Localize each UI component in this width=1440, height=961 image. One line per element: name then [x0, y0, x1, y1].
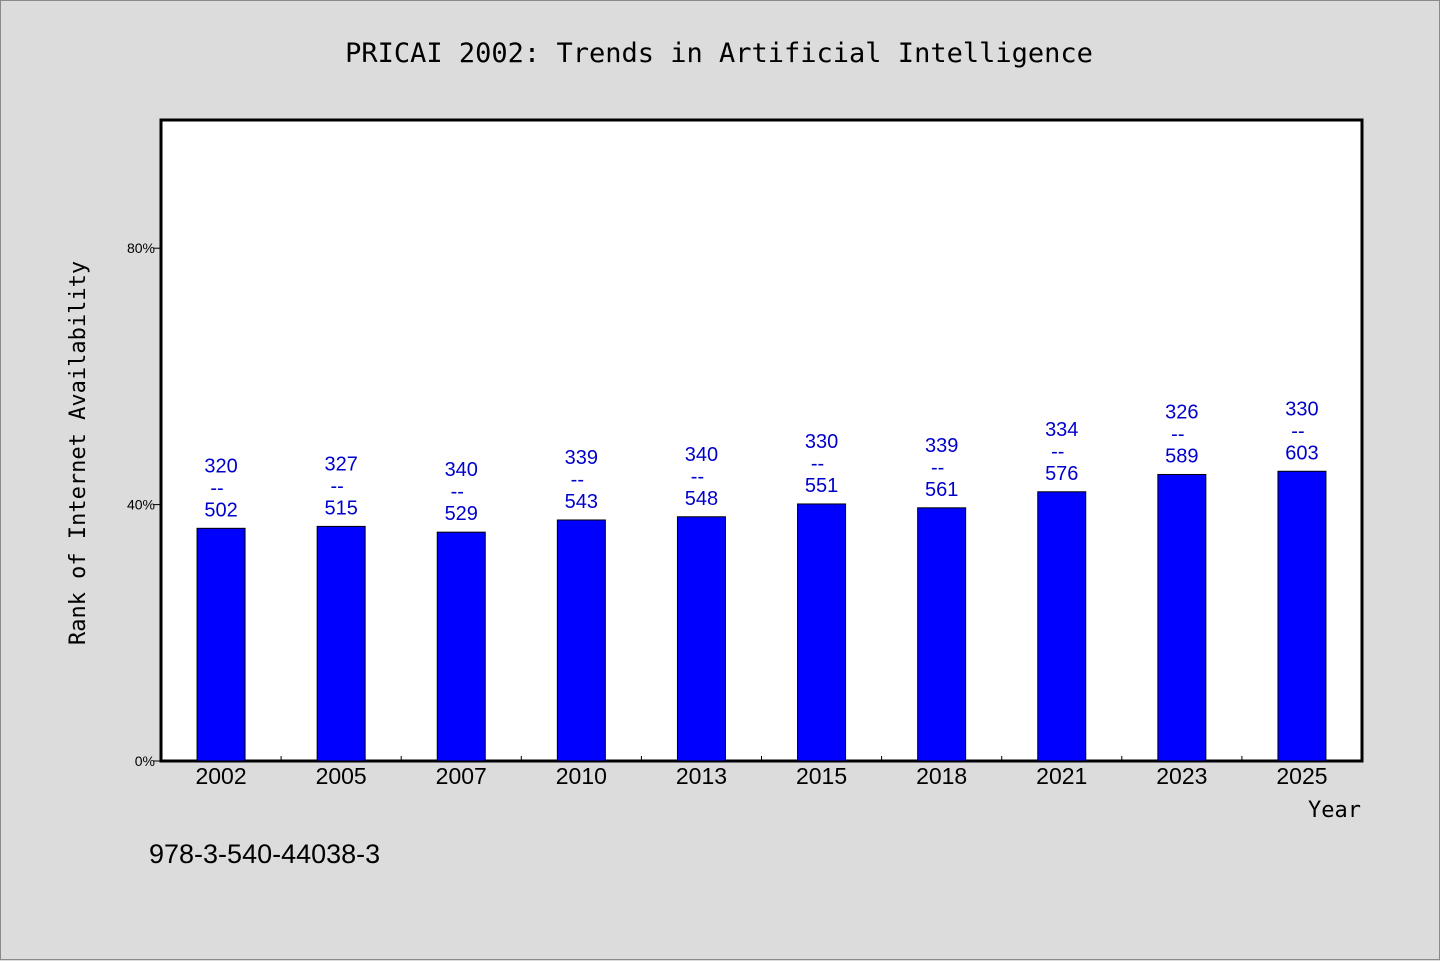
- y-tick-label: 80%: [127, 240, 155, 256]
- data-label-separator: --: [811, 453, 824, 475]
- data-label-top: 339: [565, 447, 598, 469]
- data-label-top: 330: [1285, 398, 1318, 420]
- x-tick-label: 2018: [916, 763, 967, 789]
- x-tick-label: 2010: [556, 763, 607, 789]
- x-axis: 2002 2005 2007 2010 2013 2015 2018 2021 2023 2025: [195, 756, 1328, 789]
- data-labels-group: 502--320515--327529--340543--339548--340…: [204, 398, 1318, 525]
- data-label-separator: --: [691, 466, 704, 488]
- data-label-top: 320: [204, 455, 237, 477]
- data-label-bottom: 529: [445, 503, 478, 525]
- data-label-bottom: 589: [1165, 445, 1198, 467]
- data-label-bottom: 515: [324, 497, 357, 519]
- data-label-bottom: 502: [204, 499, 237, 521]
- data-label-separator: --: [330, 475, 343, 497]
- data-label-bottom: 551: [805, 475, 838, 497]
- data-label-bottom: 576: [1045, 463, 1078, 485]
- y-tick-label: 40%: [127, 497, 155, 513]
- x-tick-label: 2013: [676, 763, 727, 789]
- data-label-bottom: 603: [1285, 442, 1318, 464]
- data-label-bottom: 548: [685, 488, 718, 510]
- bar: [797, 503, 847, 762]
- x-tick-label: 2007: [436, 763, 487, 789]
- y-axis: 0% 40% 80%: [127, 240, 161, 769]
- bar: [1157, 473, 1207, 762]
- data-label-separator: --: [571, 469, 584, 491]
- bar: [316, 525, 366, 762]
- bar: [556, 519, 606, 762]
- bar: [676, 516, 726, 762]
- data-label-top: 339: [925, 435, 958, 457]
- data-label-top: 340: [445, 459, 478, 481]
- x-axis-title: Year: [1308, 798, 1361, 823]
- data-label-separator: --: [1291, 420, 1304, 442]
- data-label-separator: --: [1171, 423, 1184, 445]
- data-label-separator: --: [931, 457, 944, 479]
- data-label-top: 334: [1045, 419, 1078, 441]
- x-tick-label: 2002: [195, 763, 246, 789]
- bars-group: [196, 470, 1327, 762]
- data-label-bottom: 543: [565, 491, 598, 513]
- x-tick-label: 2025: [1276, 763, 1327, 789]
- data-label-separator: --: [1051, 441, 1064, 463]
- bar: [917, 507, 967, 762]
- bar: [196, 527, 246, 762]
- footnote-isbn: 978-3-540-44038-3: [149, 839, 380, 869]
- data-label-bottom: 561: [925, 479, 958, 501]
- chart-title: PRICAI 2002: Trends in Artificial Intell…: [345, 38, 1093, 69]
- x-tick-label: 2021: [1036, 763, 1087, 789]
- x-tick-label: 2015: [796, 763, 847, 789]
- x-tick-label: 2005: [316, 763, 367, 789]
- data-label-top: 327: [324, 453, 357, 475]
- data-label-top: 340: [685, 444, 718, 466]
- data-label-top: 330: [805, 431, 838, 453]
- bar: [1277, 470, 1327, 762]
- y-tick-label: 0%: [135, 753, 155, 769]
- data-label-top: 326: [1165, 401, 1198, 423]
- data-label-separator: --: [210, 477, 223, 499]
- x-tick-label: 2023: [1156, 763, 1207, 789]
- bar: [1037, 491, 1087, 762]
- y-axis-title: Rank of Internet Availability: [66, 261, 91, 645]
- bar: [436, 531, 486, 762]
- data-label-separator: --: [451, 481, 464, 503]
